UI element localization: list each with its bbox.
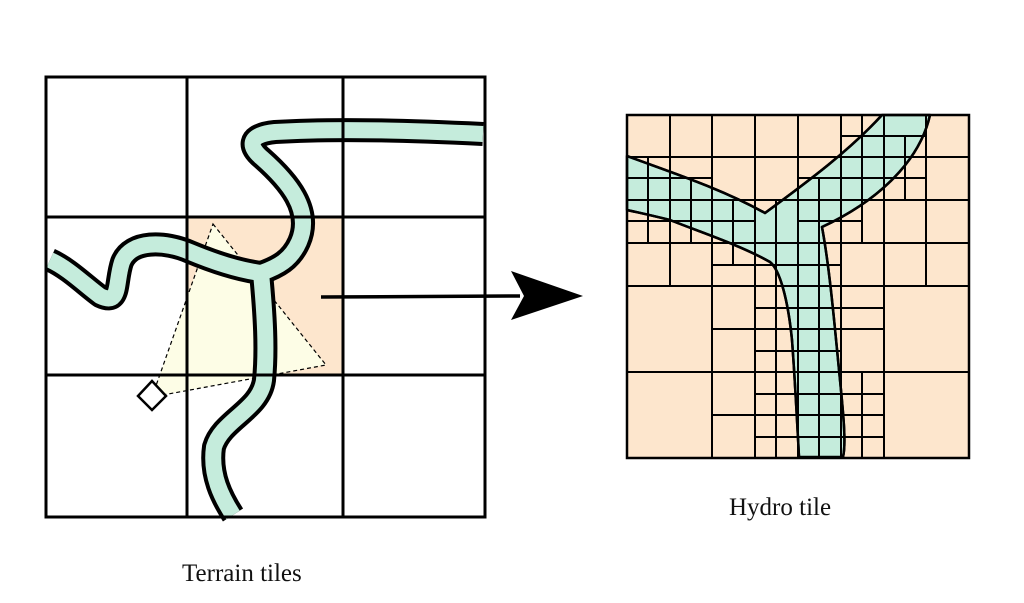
hydro-tile-panel bbox=[625, 113, 971, 460]
hydro-water-edges bbox=[626, 114, 932, 458]
hydro-quadtree-grid bbox=[627, 115, 969, 458]
hydro-tile-border bbox=[625, 113, 971, 460]
terrain-tiles-caption: Terrain tiles bbox=[182, 560, 302, 587]
hydro-tile-caption: Hydro tile bbox=[729, 494, 832, 521]
diamond-marker-icon bbox=[136, 379, 168, 412]
view-triangle bbox=[151, 222, 328, 398]
arrow-right-icon bbox=[320, 271, 583, 320]
river bbox=[44, 118, 484, 522]
